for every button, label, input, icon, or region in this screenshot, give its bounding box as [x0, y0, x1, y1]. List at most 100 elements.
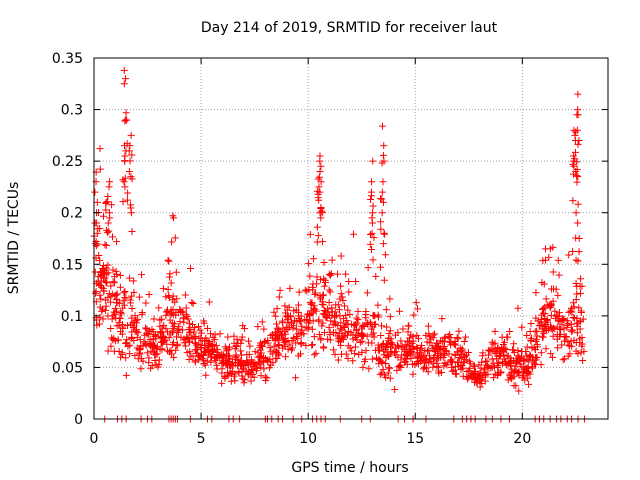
data-point: [578, 342, 586, 350]
data-point: [362, 347, 370, 355]
data-point: [352, 327, 360, 335]
data-point: [576, 289, 584, 297]
data-point: [569, 197, 577, 205]
data-point: [291, 316, 299, 324]
data-point: [317, 214, 325, 222]
data-point: [234, 356, 242, 364]
data-point: [510, 340, 518, 348]
data-point: [285, 303, 293, 311]
data-point: [157, 333, 165, 341]
data-point: [487, 345, 495, 353]
data-point: [158, 315, 166, 323]
data-point: [103, 279, 111, 287]
data-point: [121, 287, 129, 295]
data-point: [549, 353, 557, 361]
data-point: [197, 343, 205, 351]
data-point: [542, 318, 550, 326]
data-point: [573, 166, 581, 174]
data-point: [471, 378, 479, 386]
data-point: [559, 356, 567, 364]
data-point: [107, 282, 115, 290]
data-point: [462, 333, 470, 341]
data-point: [224, 333, 232, 341]
data-point: [277, 331, 285, 339]
data-point: [378, 122, 386, 130]
data-point: [316, 188, 324, 196]
data-point: [155, 360, 163, 368]
data-point: [261, 337, 269, 345]
data-point: [571, 148, 579, 156]
data-point: [115, 321, 123, 329]
data-point: [354, 316, 362, 324]
data-point: [573, 329, 581, 337]
data-point: [310, 333, 318, 341]
data-point: [113, 238, 121, 246]
data-point: [106, 178, 114, 186]
data-point: [185, 356, 193, 364]
data-point: [379, 240, 387, 248]
data-point: [450, 366, 458, 374]
data-point: [391, 386, 399, 394]
data-point: [257, 372, 265, 380]
data-point: [121, 301, 129, 309]
data-point: [334, 356, 342, 364]
data-point: [182, 311, 190, 319]
data-point: [120, 66, 128, 74]
data-point: [516, 360, 524, 368]
data-point: [159, 285, 167, 293]
data-point: [224, 355, 232, 363]
data-point: [437, 351, 445, 359]
data-point: [458, 347, 466, 355]
data-point: [189, 300, 197, 308]
data-point: [364, 320, 372, 328]
data-point: [191, 358, 199, 366]
data-point: [569, 313, 577, 321]
data-point: [558, 321, 566, 329]
data-point: [258, 318, 266, 326]
data-point: [149, 328, 157, 336]
data-point: [213, 361, 221, 369]
data-point: [306, 230, 314, 238]
data-point: [238, 333, 246, 341]
data-point: [129, 277, 137, 285]
data-point: [167, 279, 175, 287]
data-point: [574, 173, 582, 181]
data-point: [322, 307, 330, 315]
data-point: [180, 339, 188, 347]
data-point: [539, 257, 547, 265]
data-point: [405, 338, 413, 346]
data-point: [120, 178, 128, 186]
data-point: [301, 286, 309, 294]
data-point: [198, 350, 206, 358]
data-point: [475, 361, 483, 369]
data-point: [533, 327, 541, 335]
data-point: [508, 365, 516, 373]
data-point: [126, 142, 134, 150]
data-point: [422, 331, 430, 339]
data-point: [391, 349, 399, 357]
data-point: [384, 352, 392, 360]
data-point: [166, 270, 174, 278]
data-point: [441, 359, 449, 367]
data-point: [454, 335, 462, 343]
data-point: [573, 319, 581, 327]
data-point: [165, 257, 173, 265]
x-tick-label: 10: [299, 431, 317, 447]
data-point: [493, 355, 501, 363]
data-point: [147, 347, 155, 355]
data-point: [176, 318, 184, 326]
data-point: [123, 339, 131, 347]
data-point: [110, 347, 118, 355]
data-point: [98, 307, 106, 315]
data-point: [99, 315, 107, 323]
data-point: [340, 322, 348, 330]
data-point: [542, 295, 550, 303]
data-point: [337, 290, 345, 298]
data-point: [168, 319, 176, 327]
data-point: [260, 365, 268, 373]
data-point: [326, 288, 334, 296]
data-point: [367, 188, 375, 196]
data-point: [568, 342, 576, 350]
data-point: [329, 321, 337, 329]
data-point: [124, 342, 132, 350]
